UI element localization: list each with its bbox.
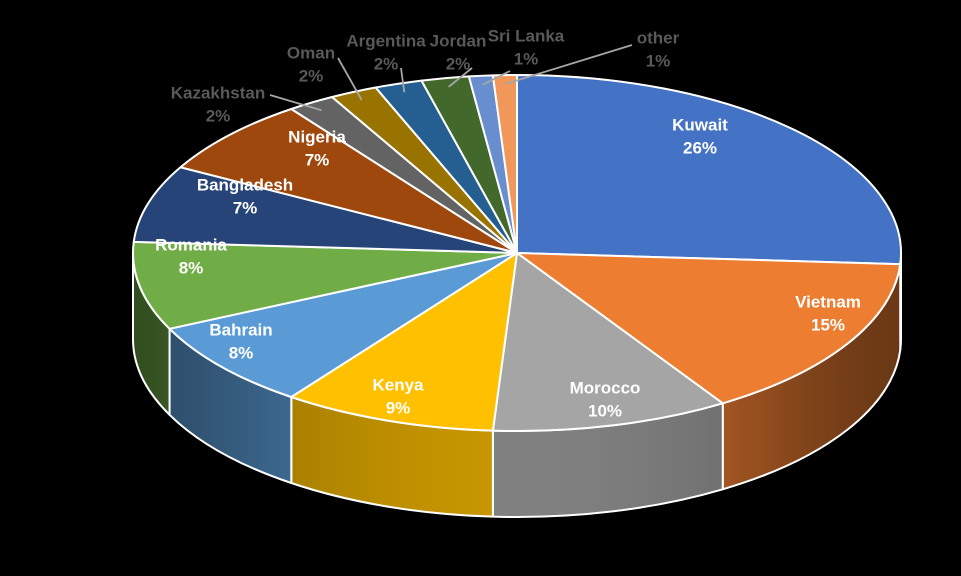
slice-label-kazakhstan: Kazakhstan	[171, 84, 265, 103]
pie-slice-bahrain[interactable]	[168, 252, 518, 399]
leader-line-argentina	[400, 67, 406, 93]
leader-line-kazakhstan	[269, 94, 322, 112]
slice-label-oman: Oman	[287, 44, 335, 63]
slice-pct-nigeria: 7%	[305, 151, 330, 170]
slice-label-other: other	[637, 29, 680, 48]
slice-label-vietnam: Vietnam	[795, 293, 861, 312]
pie-slice-kenya[interactable]	[290, 252, 518, 432]
slice-pct-bangladesh: 7%	[233, 199, 258, 218]
slice-pct-morocco: 10%	[588, 402, 622, 421]
pie-slice-kuwait[interactable]	[516, 74, 902, 266]
slice-pct-kuwait: 26%	[683, 139, 717, 158]
slice-label-jordan: Jordan	[430, 32, 487, 51]
pie-slice-bangladesh[interactable]	[132, 166, 518, 254]
slice-pct-jordan: 2%	[446, 55, 471, 74]
slice-pct-argentina: 2%	[374, 55, 399, 74]
pie-slice-vietnam[interactable]	[516, 252, 902, 405]
pie-slice-nigeria[interactable]	[179, 107, 518, 254]
leader-line-oman	[337, 57, 363, 101]
pie-top-faces	[132, 73, 902, 432]
slice-pct-vietnam: 15%	[811, 316, 845, 335]
slice-label-sri-lanka: Sri Lanka	[488, 27, 565, 46]
slice-label-bangladesh: Bangladesh	[197, 176, 293, 195]
pie-slice-morocco[interactable]	[491, 252, 724, 432]
leader-line-jordan	[448, 67, 473, 88]
leader-line-sri-lanka	[482, 70, 511, 86]
leader-line-other	[505, 44, 633, 85]
slice-pct-sri-lanka: 1%	[514, 50, 539, 69]
pie-chart: Kuwait 26% Vietnam 15% Morocco 10% Kenya 9% Bahr…	[40, 16, 961, 576]
pie-chart-canvas: Kuwait 26% Vietnam 15% Morocco 10% Kenya 9% Bahr…	[132, 27, 902, 518]
label-leader-lines	[269, 44, 633, 112]
slice-label-romania: Romania	[155, 236, 227, 255]
pie-slice-other[interactable]	[491, 73, 518, 254]
slice-label-kuwait: Kuwait	[672, 116, 728, 135]
slice-label-nigeria: Nigeria	[288, 128, 346, 147]
slice-label-bahrain: Bahrain	[209, 321, 272, 340]
slice-pct-kenya: 9%	[386, 399, 411, 418]
pie-slice-romania[interactable]	[132, 240, 518, 330]
slice-pct-other: 1%	[646, 52, 671, 71]
slice-label-argentina: Argentina	[346, 32, 426, 51]
pie-side-walls	[132, 252, 902, 518]
slice-label-kenya: Kenya	[372, 376, 424, 395]
slice-pct-bahrain: 8%	[229, 344, 254, 363]
slice-pct-kazakhstan: 2%	[206, 107, 231, 126]
slice-label-morocco: Morocco	[570, 379, 641, 398]
slice-pct-romania: 8%	[179, 259, 204, 278]
slice-labels: Kuwait 26% Vietnam 15% Morocco 10% Kenya 9% Bahr…	[155, 27, 861, 421]
slice-pct-oman: 2%	[299, 67, 324, 86]
